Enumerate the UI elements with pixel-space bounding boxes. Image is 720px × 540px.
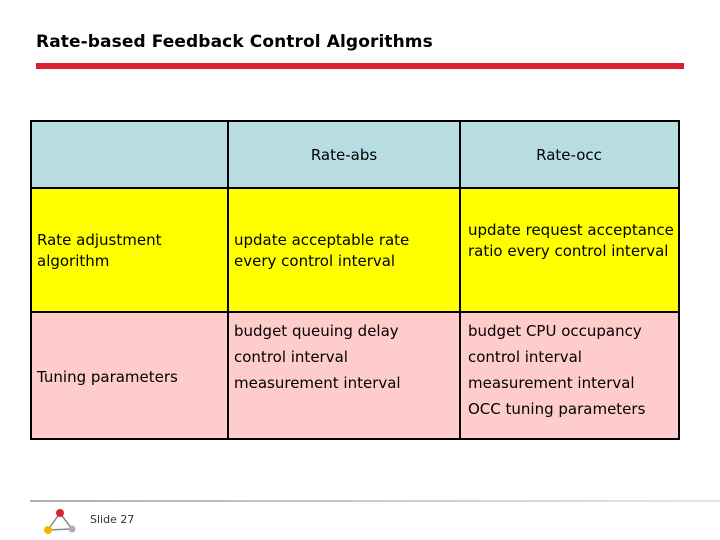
header-cell-rate-occ: Rate-occ	[460, 122, 678, 188]
column-divider	[227, 122, 229, 438]
row-label-rate-adjustment: Rate adjustment algorithm	[32, 188, 228, 312]
cell-rate-occ-tuning: budget CPU occupancy control interval me…	[460, 312, 678, 438]
header-cell-rate-abs: Rate-abs	[228, 122, 460, 188]
footer-divider	[30, 500, 720, 502]
column-divider	[459, 122, 461, 438]
list-item: control interval	[468, 348, 582, 366]
list-item: OCC tuning parameters	[468, 400, 646, 418]
row-divider	[32, 187, 678, 189]
list-item: measurement interval	[234, 374, 401, 392]
slide-number: Slide 27	[90, 513, 135, 526]
title-divider	[36, 63, 684, 69]
row-label-tuning-parameters: Tuning parameters	[32, 312, 228, 438]
network-nodes-logo-icon	[44, 509, 76, 534]
slide-title: Rate-based Feedback Control Algorithms	[36, 32, 433, 52]
list-item: control interval	[234, 348, 348, 366]
header-empty-cell	[32, 122, 228, 188]
column-header-rate-abs: Rate-abs	[310, 145, 378, 164]
cell-rate-abs-tuning: budget queuing delay control interval me…	[228, 312, 460, 438]
cell-rate-abs-adjustment: update acceptable rate every control int…	[228, 188, 460, 312]
list-item: budget queuing delay	[234, 322, 399, 340]
column-header-rate-occ: Rate-occ	[536, 145, 602, 164]
list-item: budget CPU occupancy	[468, 322, 642, 340]
cell-rate-occ-adjustment: update request acceptance ratio every co…	[460, 188, 678, 312]
comparison-table: Rate-abs Rate-occ Rate adjustment algori…	[30, 120, 680, 440]
list-item: measurement interval	[468, 374, 635, 392]
row-divider	[32, 311, 678, 313]
